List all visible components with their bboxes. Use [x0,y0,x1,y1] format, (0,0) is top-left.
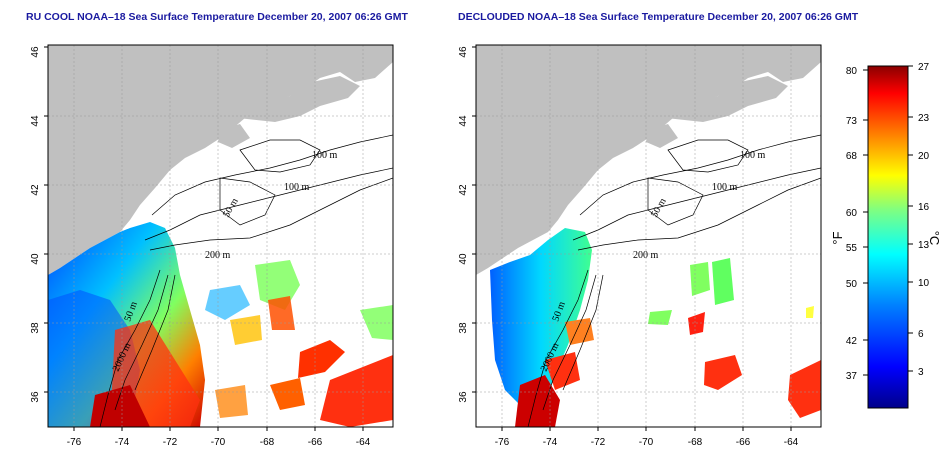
c-tick-label: 13 [918,240,930,251]
lon-tick-label: -74 [115,437,130,448]
coastal-sst-field [490,228,592,405]
fahrenheit-unit-label: °F [830,231,845,244]
lat-tick-label: 40 [30,253,41,265]
left-lon-labels: -76 -74 -72 -70 -68 -66 -64 [67,437,371,448]
colorbar-fahrenheit-labels: 80 73 68 60 55 50 42 37 [846,66,858,382]
lat-tick-label: 42 [30,184,41,196]
lat-tick-label: 40 [458,253,469,265]
lon-tick-label: -70 [211,437,226,448]
lat-tick-label: 42 [458,184,469,196]
contour-label: 100 m [284,182,310,193]
lon-tick-label: -68 [688,437,703,448]
lat-tick-label: 46 [458,46,469,58]
colorbar-celsius-labels: 27 23 20 16 13 10 6 3 [918,62,930,378]
left-lat-labels: 46 44 42 40 38 36 [30,46,41,403]
right-lat-labels: 46 44 42 40 38 36 [458,46,469,403]
contour-label: 200 m [205,250,231,261]
f-tick-label: 60 [846,208,858,219]
lat-tick-label: 36 [30,391,41,403]
lat-tick-label: 44 [458,115,469,127]
lat-tick-label: 38 [458,322,469,334]
lon-tick-label: -66 [736,437,751,448]
f-tick-label: 37 [846,371,858,382]
contour-label: 200 m [633,250,659,261]
lon-tick-label: -74 [543,437,558,448]
lat-tick-label: 44 [30,115,41,127]
right-map-title: DECLOUDED NOAA–18 Sea Surface Temperatur… [458,11,859,23]
f-tick-label: 55 [846,243,858,254]
contour-label: 100 m [740,150,766,161]
f-tick-label: 80 [846,66,858,77]
contour-label: 100 m [312,150,338,161]
lon-tick-label: -68 [260,437,275,448]
land-mass [48,45,393,275]
celsius-unit-label: °C [927,231,942,246]
land-mass [476,45,821,275]
c-tick-label: 10 [918,278,930,289]
lon-tick-label: -66 [308,437,323,448]
f-tick-label: 50 [846,279,858,290]
right-lon-labels: -76 -74 -72 -70 -68 -66 -64 [495,437,799,448]
c-tick-label: 6 [918,329,924,340]
lon-tick-label: -72 [163,437,178,448]
contour-label: 100 m [712,182,738,193]
colorbar: 80 73 68 60 55 50 42 37 27 23 20 16 13 1… [830,62,942,409]
left-map-panel: 100 m 100 m 50 m 200 m 50 m 2000 m [30,44,394,448]
c-tick-label: 27 [918,62,930,73]
lon-tick-label: -70 [639,437,654,448]
colorbar-ramp [867,65,909,409]
lon-tick-label: -76 [67,437,82,448]
right-map-panel: 100 m 100 m 50 m 200 m 50 m 2000 m [458,44,822,448]
lon-tick-label: -64 [356,437,371,448]
c-tick-label: 23 [918,113,930,124]
f-tick-label: 42 [846,336,858,347]
c-tick-label: 16 [918,202,930,213]
lat-tick-label: 36 [458,391,469,403]
lat-tick-label: 46 [30,46,41,58]
c-tick-label: 3 [918,367,924,378]
lon-tick-label: -72 [591,437,606,448]
lon-tick-label: -64 [784,437,799,448]
c-tick-label: 20 [918,151,930,162]
lon-tick-label: -76 [495,437,510,448]
f-tick-label: 68 [846,151,858,162]
lat-tick-label: 38 [30,322,41,334]
f-tick-label: 73 [846,116,858,127]
left-map-title: RU COOL NOAA–18 Sea Surface Temperature … [26,11,408,23]
